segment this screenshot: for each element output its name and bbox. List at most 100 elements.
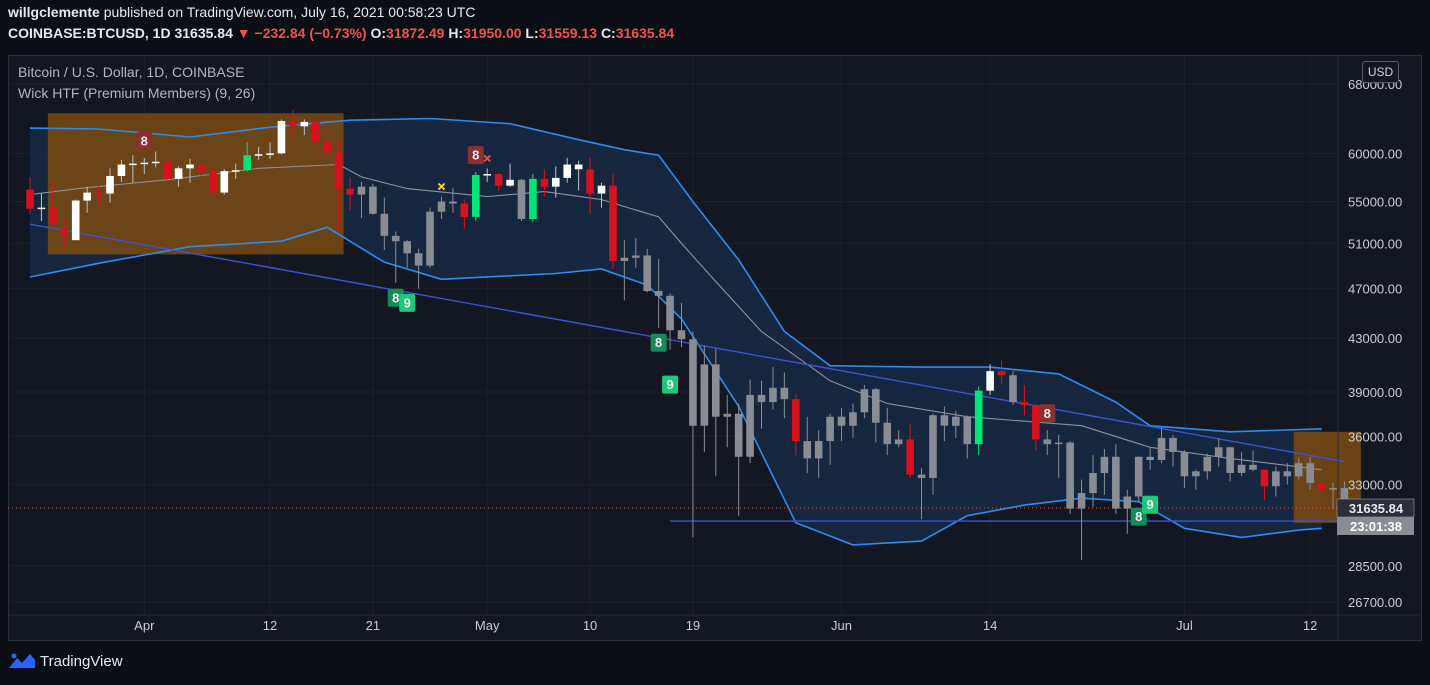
marker-label: 8 xyxy=(141,133,148,148)
candle xyxy=(1009,375,1017,403)
candle xyxy=(1157,437,1166,460)
sell-count-marker: 8 xyxy=(467,146,484,165)
marker-box xyxy=(1142,495,1159,514)
candle xyxy=(803,441,812,459)
price-axis-label: 26700.00 xyxy=(1348,595,1402,610)
candle xyxy=(643,255,652,292)
candle xyxy=(323,141,331,153)
candle xyxy=(689,339,697,426)
sell-count-marker: 8 xyxy=(136,131,153,150)
time-axis-label: 14 xyxy=(983,618,997,633)
candle xyxy=(1020,402,1029,405)
buy-count-marker: 9 xyxy=(662,375,679,394)
candle xyxy=(883,422,892,445)
close-value: 31635.84 xyxy=(615,25,675,41)
candle xyxy=(266,153,274,155)
candle xyxy=(860,389,869,413)
candle xyxy=(277,121,286,154)
candle xyxy=(37,207,46,210)
time-axis-label: 12 xyxy=(263,618,277,633)
marker-box xyxy=(650,333,667,352)
candle xyxy=(426,211,434,266)
candle xyxy=(952,416,960,426)
candle xyxy=(437,201,446,212)
candle xyxy=(334,152,343,189)
signal-cross-icon xyxy=(437,182,446,191)
close-label: C: xyxy=(600,25,616,41)
candle xyxy=(929,415,937,478)
candle xyxy=(563,164,572,178)
candles xyxy=(26,109,1360,561)
candle xyxy=(1112,456,1120,509)
marker-box xyxy=(1039,404,1056,423)
low-value: 31559.13 xyxy=(538,25,598,41)
candle xyxy=(1340,487,1349,504)
footer-brand[interactable]: TradingView xyxy=(8,652,123,670)
author-name[interactable]: willgclemente xyxy=(8,4,100,20)
price-axis-label: 39000.00 xyxy=(1348,385,1402,400)
candle xyxy=(1077,493,1086,509)
candle xyxy=(529,178,537,219)
trendline xyxy=(29,223,1345,463)
countdown-box xyxy=(1337,517,1414,536)
candle xyxy=(1032,404,1040,440)
candle xyxy=(71,200,80,241)
candle xyxy=(1237,464,1246,473)
candle xyxy=(974,390,983,445)
candle xyxy=(792,399,800,442)
candle xyxy=(746,394,754,457)
last-price: 31635.84 xyxy=(174,25,233,41)
candle xyxy=(60,229,69,236)
candle xyxy=(837,416,846,426)
candle xyxy=(723,413,732,417)
candle xyxy=(1089,472,1097,494)
candle xyxy=(209,171,217,193)
tradingview-logo-icon xyxy=(9,653,35,668)
candle xyxy=(872,389,880,423)
candle xyxy=(849,412,857,426)
candle xyxy=(1146,456,1154,460)
buy-count-marker: 9 xyxy=(1142,495,1159,514)
marker-label: 8 xyxy=(655,335,662,350)
candle xyxy=(1283,471,1292,477)
candle xyxy=(540,178,549,187)
candle xyxy=(186,164,194,169)
candle xyxy=(380,213,389,236)
marker-label: 8 xyxy=(392,290,399,305)
candle xyxy=(1192,471,1200,477)
candle xyxy=(129,163,137,166)
ohlc-line: COINBASE:BTCUSD, 1D 31635.84 ▼ −232.84 (… xyxy=(8,25,674,41)
currency-button[interactable]: USD xyxy=(1362,61,1399,83)
candle xyxy=(26,189,34,209)
candle xyxy=(106,175,114,194)
candle xyxy=(471,175,480,217)
candle xyxy=(940,415,949,426)
candle xyxy=(414,253,423,266)
indicator-title[interactable]: Wick HTF (Premium Members) (9, 26) xyxy=(18,85,256,101)
candle xyxy=(1226,447,1234,473)
price-axis-label: 60000.00 xyxy=(1348,146,1402,161)
candle xyxy=(1134,456,1143,497)
candle xyxy=(243,155,251,171)
buy-count-marker: 8 xyxy=(650,333,667,352)
candle xyxy=(666,295,674,331)
last-price-label: 31635.84 xyxy=(1349,501,1404,516)
candle xyxy=(197,164,206,172)
candle xyxy=(163,161,171,179)
buy-count-marker: 9 xyxy=(399,293,416,312)
symbol: COINBASE:BTCUSD, 1D xyxy=(8,25,171,41)
candle xyxy=(83,192,91,201)
footer-brand-label: TradingView xyxy=(40,652,123,670)
time-axis-label: May xyxy=(475,618,500,633)
candle xyxy=(357,186,366,195)
candle xyxy=(140,162,149,165)
last-price-tag: 31635.84 23:01:38 xyxy=(1336,498,1415,536)
price-axis-label: 28500.00 xyxy=(1348,559,1402,574)
time-axis-label: Jul xyxy=(1176,618,1193,633)
candle xyxy=(1260,469,1269,487)
change: ▼ −232.84 (−0.73%) xyxy=(236,25,367,41)
candle xyxy=(1169,437,1177,453)
time-axis-label: 19 xyxy=(686,618,700,633)
candle xyxy=(311,121,320,142)
